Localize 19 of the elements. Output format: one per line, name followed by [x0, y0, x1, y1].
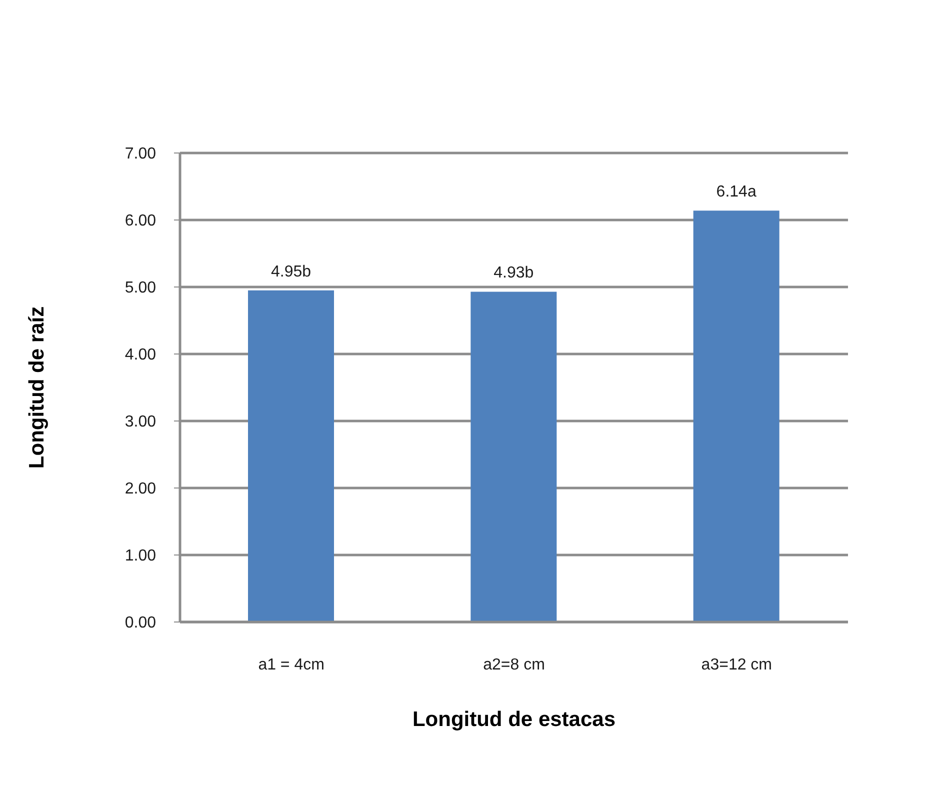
x-tick-label: a1 = 4cm: [258, 656, 324, 674]
x-tick-label: a2=8 cm: [483, 656, 545, 674]
data-label: 6.14a: [716, 184, 756, 201]
bar: [693, 210, 780, 622]
data-label: 4.95b: [270, 263, 312, 280]
x-tick-label: a3=12 cm: [701, 656, 772, 674]
x-axis-title: Longitud de estacas: [412, 708, 616, 731]
y-tick-label: 0.00: [124, 614, 156, 632]
y-tick-label: 5.00: [124, 280, 156, 297]
y-tick-label: 7.00: [124, 146, 156, 163]
y-tick-label: 6.00: [124, 212, 156, 230]
y-axis-title: Longitud de raíz: [25, 306, 48, 469]
y-tick-label: 4.00: [124, 346, 156, 364]
bar: [470, 292, 557, 622]
y-tick-label: 3.00: [124, 414, 156, 431]
y-tick-label: 1.00: [124, 548, 156, 565]
bar: [248, 290, 334, 622]
data-label: 4.93b: [494, 264, 534, 282]
y-tick-label: 2.00: [124, 480, 156, 498]
